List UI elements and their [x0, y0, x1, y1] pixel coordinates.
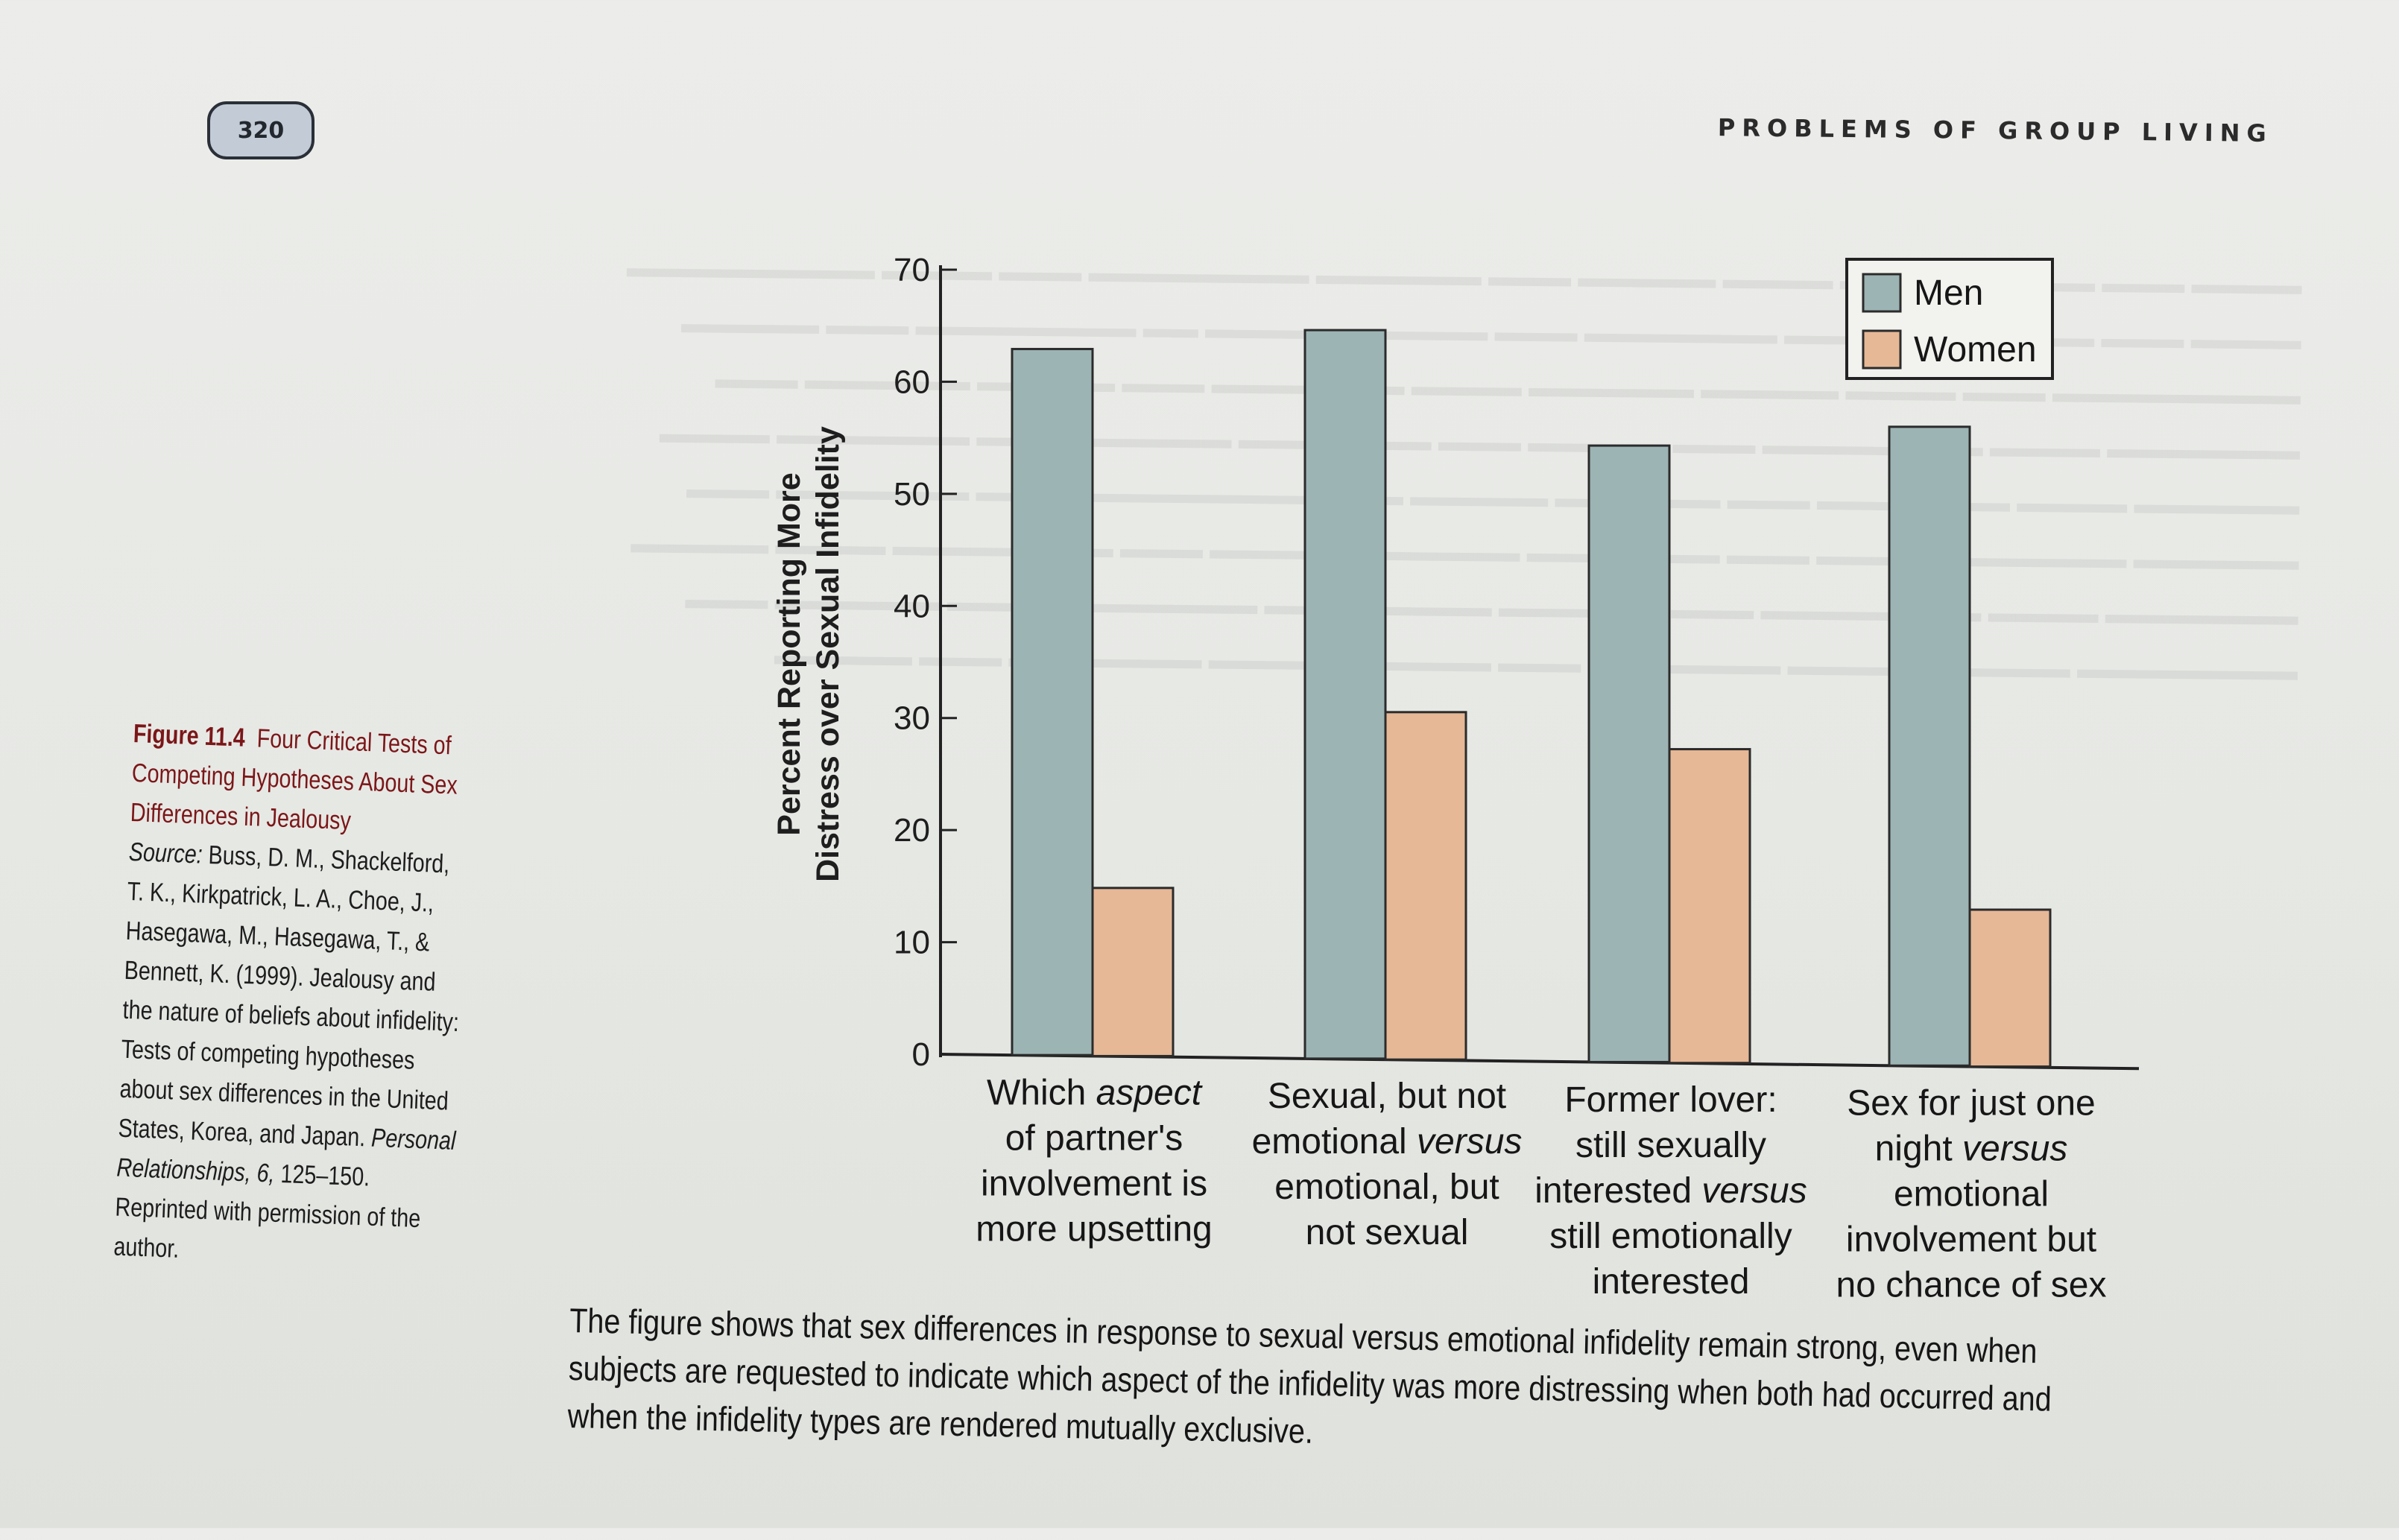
y-axis-label: Distress over Sexual Infidelity — [810, 426, 846, 882]
bar-men — [1888, 425, 1971, 1067]
category-label-line: Former lover: — [1564, 1080, 1777, 1120]
bar-women — [1668, 748, 1751, 1065]
category-label-text: Former lover: — [1564, 1080, 1777, 1120]
category-label-text: Sexual, but not — [1268, 1077, 1506, 1116]
category-label-emphasis: versus — [1701, 1171, 1807, 1211]
category-label-text: emotional — [1252, 1122, 1417, 1162]
y-tick-label: 0 — [912, 1036, 930, 1073]
category-label-line: interested versus — [1534, 1171, 1807, 1211]
legend-swatch-men — [1862, 273, 1902, 313]
category-label-line: still emotionally — [1549, 1217, 1792, 1256]
category-label-line: emotional, but — [1274, 1167, 1499, 1207]
category-label-text: emotional, but — [1274, 1167, 1499, 1207]
category-label-text: Which — [987, 1073, 1096, 1112]
bar-men — [1303, 329, 1387, 1060]
y-axis-label: Percent Reporting More — [771, 472, 807, 835]
category-label-emphasis: versus — [1962, 1129, 2067, 1169]
category-label-line: Which aspect — [987, 1073, 1203, 1112]
bar-men — [1587, 444, 1671, 1063]
y-tick-label: 40 — [894, 588, 930, 624]
category-label-text: night — [1875, 1129, 1962, 1169]
legend-swatch-women — [1862, 329, 1902, 370]
legend-label-men: Men — [1914, 273, 1983, 313]
category-label-line: of partner's — [1005, 1118, 1183, 1158]
category-label-text: involvement but — [1846, 1220, 2096, 1260]
page-number-badge: 320 — [207, 101, 315, 159]
bar-women — [1968, 908, 2052, 1068]
category-label-text: Sex for just one — [1847, 1084, 2096, 1124]
category-label-text: still emotionally — [1549, 1217, 1792, 1256]
category-label-text: no chance of sex — [1836, 1266, 2107, 1305]
category-label-text: not sexual — [1306, 1213, 1469, 1252]
category-label-emphasis: versus — [1417, 1122, 1522, 1162]
y-tick-label: 60 — [894, 364, 930, 400]
category-label-line: still sexually — [1575, 1126, 1766, 1165]
category-label-text: interested — [1534, 1171, 1701, 1211]
y-tick-label: 70 — [894, 252, 930, 288]
bar-women — [1384, 711, 1467, 1061]
page-number: 320 — [237, 117, 285, 144]
y-tick-label: 50 — [894, 476, 930, 513]
category-label-text: interested — [1593, 1262, 1750, 1302]
category-label-text: still sexually — [1575, 1126, 1766, 1165]
category-label-text: more upsetting — [976, 1209, 1213, 1249]
bar-men — [1011, 347, 1094, 1056]
category-label-line: emotional versus — [1252, 1122, 1523, 1162]
category-label-text: emotional — [1894, 1175, 2049, 1214]
y-tick-label: 20 — [894, 812, 930, 849]
category-label-line: interested — [1593, 1262, 1750, 1302]
category-label-line: night versus — [1875, 1129, 2068, 1169]
category-label-line: involvement but — [1846, 1220, 2096, 1260]
y-tick-label: 30 — [894, 700, 930, 737]
category-label-line: no chance of sex — [1836, 1266, 2107, 1305]
category-label-line: Sexual, but not — [1268, 1077, 1506, 1116]
y-tick-label: 10 — [894, 925, 930, 961]
category-label-emphasis: aspect — [1096, 1073, 1203, 1112]
category-label-line: Sex for just one — [1847, 1084, 2096, 1124]
legend-label-women: Women — [1914, 330, 2037, 370]
category-label-line: more upsetting — [976, 1209, 1213, 1249]
category-label-line: emotional — [1894, 1175, 2049, 1214]
category-label-line: involvement is — [981, 1164, 1207, 1203]
category-label-line: not sexual — [1306, 1213, 1469, 1252]
category-label-text: of partner's — [1005, 1118, 1183, 1158]
category-label-text: involvement is — [981, 1164, 1207, 1203]
bar-women — [1091, 887, 1175, 1057]
